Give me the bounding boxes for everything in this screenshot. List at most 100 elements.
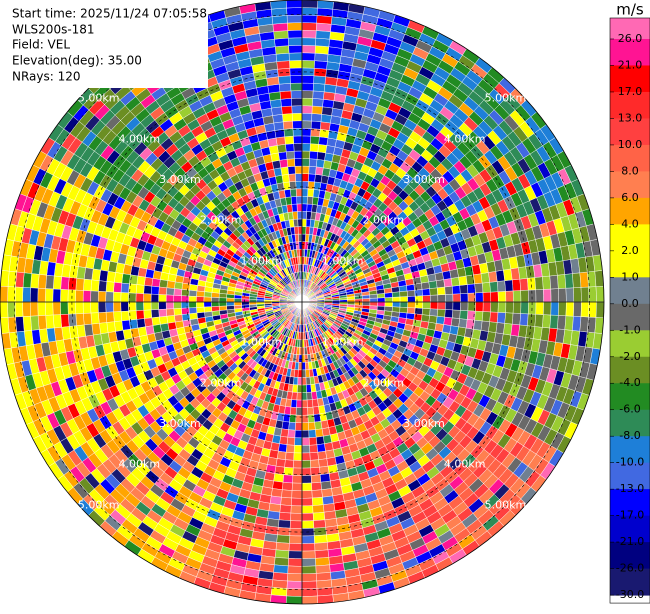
- radar-gate: [271, 106, 283, 116]
- radar-gate: [587, 316, 597, 334]
- radar-gate: [474, 282, 484, 294]
- radar-gate: [0, 301, 9, 319]
- radar-gate: [285, 595, 303, 605]
- radar-gate: [301, 0, 319, 9]
- radar-gate: [296, 196, 303, 205]
- radar-gate: [106, 271, 116, 283]
- radar-gate: [496, 312, 506, 324]
- radar-gate: [301, 22, 317, 31]
- radar-gate: [550, 301, 559, 316]
- radar-gate: [320, 480, 332, 490]
- radar-gate: [305, 218, 311, 228]
- radar-gate: [291, 482, 303, 492]
- radar-gate: [376, 305, 386, 311]
- radar-gate: [319, 121, 331, 131]
- radar-gate: [52, 314, 62, 329]
- radar-gate: [287, 37, 303, 46]
- radar-gate: [0, 285, 9, 303]
- radar-gate: [505, 301, 514, 314]
- range-label: 1.00km: [322, 254, 364, 267]
- range-label: 3.00km: [403, 417, 445, 430]
- radar-gate: [354, 301, 363, 306]
- radar-gate: [276, 60, 291, 70]
- radar-gate: [289, 60, 303, 69]
- radar-gate: [588, 286, 597, 303]
- radar-gate: [188, 289, 198, 297]
- radar-gate: [292, 475, 303, 484]
- radar-gate: [406, 289, 416, 297]
- radar-gate: [281, 421, 290, 430]
- radar-gate: [290, 82, 303, 92]
- radar-gate: [75, 278, 85, 291]
- range-label: 3.00km: [159, 173, 201, 186]
- radar-gate: [248, 298, 258, 303]
- radar-gate: [310, 474, 322, 484]
- radar-gate: [22, 272, 32, 289]
- radar-gate: [52, 275, 62, 290]
- colorbar-label: -17.0: [616, 509, 644, 522]
- radar-gate: [301, 512, 314, 522]
- radar-gate: [542, 275, 552, 290]
- radar-gate: [290, 512, 303, 522]
- radar-gate: [369, 297, 378, 303]
- radar-gate: [274, 557, 289, 567]
- radar-gate: [314, 549, 330, 559]
- radar-gate: [459, 310, 469, 320]
- radar-gate: [285, 143, 295, 153]
- radar-gate: [90, 301, 99, 314]
- radar-gate: [293, 135, 303, 144]
- radar-gate: [549, 274, 559, 290]
- colorbar-unit: m/s: [616, 1, 644, 19]
- radar-gate: [301, 60, 315, 69]
- radar-gate: [165, 301, 175, 310]
- radar-gate: [314, 542, 329, 552]
- radar-gate: [459, 284, 469, 294]
- radar-gate: [480, 320, 490, 332]
- radar-gate: [511, 312, 521, 326]
- radar-gate: [273, 30, 289, 40]
- radar-gate: [290, 90, 303, 99]
- radar-gate: [151, 278, 161, 288]
- radar-gate: [304, 233, 310, 243]
- radar-gate: [90, 290, 99, 303]
- radar-gate: [301, 520, 315, 529]
- radar-gate: [173, 308, 183, 316]
- radar-gate: [90, 279, 100, 292]
- radar-gate: [276, 450, 287, 460]
- radar-gate: [181, 282, 191, 291]
- radar-gate: [297, 369, 303, 378]
- radar-gate: [436, 286, 446, 296]
- radar-gate: [272, 572, 289, 582]
- radar-gate: [276, 534, 291, 544]
- radar-gate: [301, 482, 313, 492]
- range-label: 5.00km: [485, 498, 527, 511]
- radar-gate: [288, 45, 303, 54]
- radar-gate: [305, 226, 311, 235]
- colorbar-label: -8.0: [619, 429, 640, 442]
- radar-gate: [504, 312, 514, 325]
- radar-gate: [284, 135, 294, 145]
- radar-gate: [565, 301, 575, 317]
- radar-gate: [399, 290, 408, 298]
- range-label: 2.00km: [200, 376, 242, 389]
- radar-gate: [166, 280, 176, 289]
- radar-gate: [293, 369, 299, 378]
- radar-gate: [7, 286, 16, 303]
- radar-gate: [542, 314, 552, 329]
- radar-gate: [150, 309, 160, 319]
- radar-gate: [14, 286, 24, 303]
- radar-gate: [15, 316, 25, 333]
- radar-gate: [105, 311, 115, 323]
- radar-gate: [362, 301, 371, 306]
- radar-gate: [314, 45, 330, 55]
- colorbar-label: 2.0: [621, 244, 639, 257]
- radar-gate: [278, 75, 291, 85]
- radar-gate: [37, 287, 46, 303]
- radar-gate: [573, 301, 582, 317]
- radar-gate: [321, 106, 333, 116]
- radar-gate: [173, 295, 182, 303]
- radar-gate: [489, 281, 499, 293]
- radar-gate: [313, 181, 322, 191]
- radar-gate: [45, 314, 55, 330]
- radar-gate: [309, 451, 319, 461]
